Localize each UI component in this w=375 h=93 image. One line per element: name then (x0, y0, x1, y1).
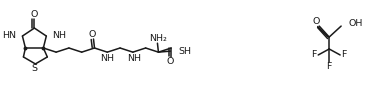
Text: O: O (166, 57, 174, 66)
Text: SH: SH (178, 47, 191, 56)
Text: O: O (89, 30, 96, 39)
Text: O: O (312, 17, 320, 26)
Text: NH: NH (127, 54, 141, 63)
Text: F: F (342, 50, 347, 59)
Text: F: F (312, 50, 317, 59)
Text: F: F (327, 62, 332, 71)
Text: OH: OH (348, 19, 363, 28)
Text: O: O (31, 10, 38, 19)
Text: NH: NH (100, 54, 114, 63)
Text: S: S (32, 64, 38, 73)
Text: NH: NH (52, 31, 66, 40)
Text: HN: HN (3, 31, 16, 40)
Text: NH₂: NH₂ (150, 34, 167, 43)
